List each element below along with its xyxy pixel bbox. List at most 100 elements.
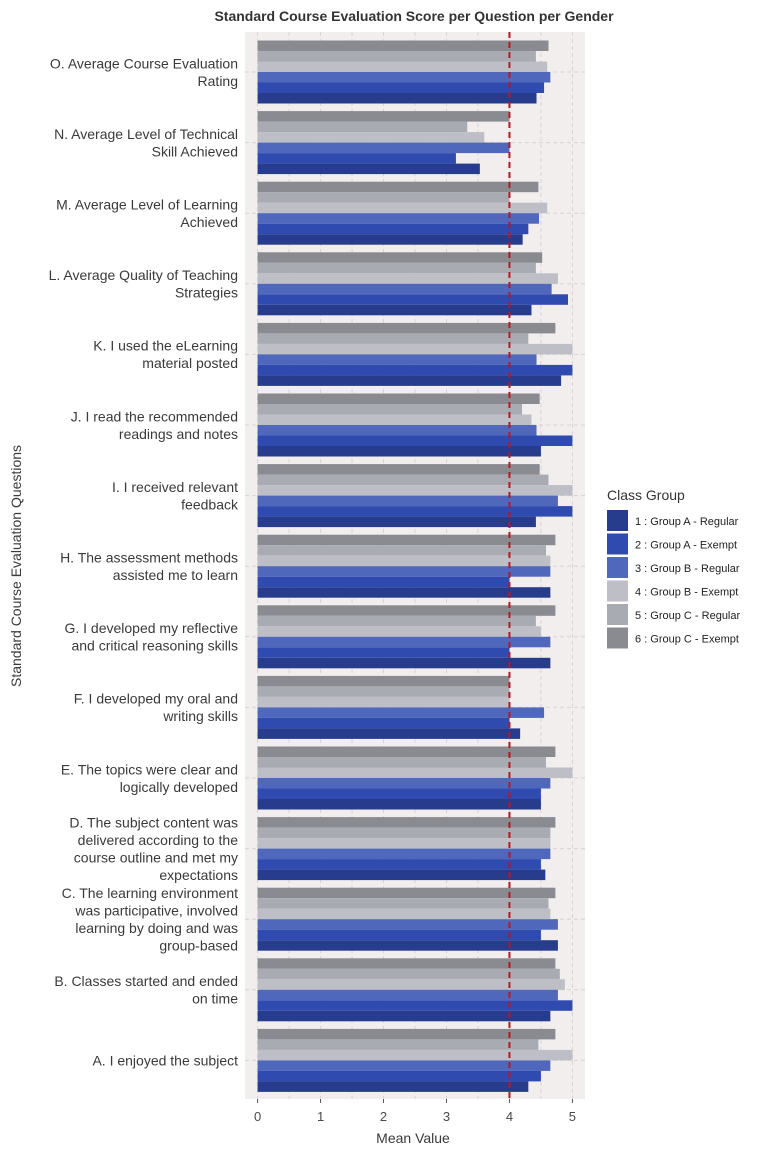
bar — [257, 153, 456, 164]
category-bar-group — [257, 181, 548, 245]
bar — [257, 435, 573, 446]
x-tick-label: 5 — [569, 1109, 576, 1124]
bar — [257, 545, 546, 556]
chart-title: Standard Course Evaluation Score per Que… — [214, 8, 614, 24]
bar — [257, 142, 510, 154]
bar — [257, 333, 529, 344]
bar — [257, 908, 551, 920]
category-label: H. The assessment methods assisted me to … — [60, 549, 238, 583]
legend-swatch — [607, 580, 628, 602]
bar — [257, 404, 523, 415]
category-label: L. Average Quality of Teaching Strategies — [49, 267, 238, 301]
x-axis-title: Mean Value — [376, 1130, 450, 1146]
bar — [257, 446, 541, 457]
bar — [257, 111, 510, 122]
bar — [257, 848, 551, 860]
bar — [257, 626, 541, 637]
bar — [257, 717, 510, 729]
legend-label: 5 : Group C - Regular — [635, 610, 740, 622]
legend-swatch — [607, 604, 628, 625]
bar — [257, 728, 521, 739]
category-bar-group — [257, 252, 568, 316]
category-label: B. Classes started and ended on time — [54, 973, 238, 1007]
category-bar-group — [257, 746, 573, 810]
y-axis-title: Standard Course Evaluation Questions — [8, 445, 24, 687]
bars — [257, 40, 573, 1092]
bar — [257, 294, 568, 305]
bar — [257, 696, 510, 708]
category-label: N. Average Level of Technical Skill Achie… — [54, 126, 238, 160]
bar — [257, 555, 551, 567]
bar — [257, 1060, 551, 1071]
bar — [257, 859, 541, 870]
category-label: M. Average Level of Learning Achieved — [56, 196, 238, 230]
bar — [257, 1039, 539, 1050]
bar — [257, 929, 541, 941]
bar — [257, 121, 468, 133]
bar — [257, 1049, 573, 1061]
bar — [257, 605, 556, 616]
bar — [257, 425, 537, 436]
bar — [257, 1081, 529, 1092]
x-tick-label: 3 — [443, 1109, 450, 1124]
legend-label: 6 : Group C - Exempt — [635, 634, 739, 646]
bar — [257, 838, 551, 849]
category-label: G. I developed my reflective and critical… — [64, 620, 238, 654]
bar — [257, 273, 558, 284]
category-label: E. The topics were clear and logically de… — [61, 761, 238, 795]
bar — [257, 968, 560, 980]
bar — [257, 61, 548, 72]
category-label: J. I read the recommended readings and no… — [71, 408, 238, 442]
category-bar-group — [257, 322, 573, 386]
bar — [257, 799, 541, 810]
bar — [257, 354, 537, 365]
bar — [257, 587, 551, 598]
x-tick-label: 2 — [380, 1109, 387, 1124]
category-label: F. I developed my oral and writing skills — [74, 691, 238, 725]
legend-label: 3 : Group B - Regular — [635, 563, 740, 575]
bar — [257, 576, 510, 588]
bar — [257, 375, 562, 386]
category-label: C. The learning environment was participa… — [62, 885, 239, 954]
bar — [257, 746, 556, 757]
bar — [257, 163, 480, 175]
category-bar-group — [257, 111, 510, 175]
bar — [257, 304, 532, 316]
bar — [257, 72, 551, 83]
bar — [257, 636, 551, 648]
bar — [257, 192, 510, 203]
category-label: I. I received relevant feedback — [112, 479, 239, 512]
category-bar-group — [257, 675, 545, 739]
bar — [257, 675, 510, 687]
bar — [257, 958, 556, 969]
bar — [257, 686, 510, 697]
bar — [257, 647, 510, 658]
bar — [257, 132, 485, 143]
bar — [257, 778, 551, 789]
bar — [257, 516, 536, 528]
bar — [257, 343, 573, 355]
bar — [257, 1000, 573, 1011]
category-label: O. Average Course Evaluation Rating — [50, 55, 238, 89]
bar — [257, 827, 551, 839]
legend-label: 1 : Group A - Regular — [635, 516, 739, 528]
bar — [257, 51, 536, 62]
category-bar-group — [257, 605, 556, 669]
bar — [257, 979, 565, 990]
bar — [257, 534, 556, 546]
category-bar-group — [257, 887, 558, 951]
bar — [257, 485, 573, 496]
bar — [257, 940, 558, 951]
bar — [257, 414, 532, 425]
bar — [257, 202, 548, 214]
bar — [257, 566, 551, 577]
bar — [257, 1010, 551, 1022]
bar — [257, 1070, 541, 1082]
bar — [257, 464, 540, 475]
category-labels: O. Average Course Evaluation Rating N. Ave… — [49, 55, 239, 1068]
bar — [257, 495, 558, 507]
legend-label: 2 : Group A - Exempt — [635, 540, 737, 552]
bar — [257, 322, 556, 334]
